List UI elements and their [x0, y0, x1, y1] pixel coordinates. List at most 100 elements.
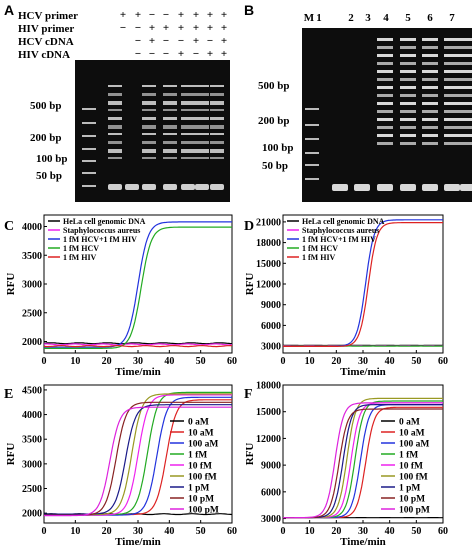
- gel-b-lane-label: 4: [383, 12, 389, 24]
- gel-band: [460, 62, 474, 65]
- x-tick-label: 10: [70, 526, 80, 537]
- gel-b-bp-label: 50 bp: [262, 160, 288, 172]
- gel-band: [181, 125, 195, 129]
- gel-band: [142, 157, 156, 159]
- ladder-band: [82, 135, 96, 137]
- gel-band: [444, 46, 460, 49]
- gel-band: [460, 118, 474, 121]
- x-tick-label: 10: [305, 356, 315, 367]
- series-line: [44, 226, 232, 349]
- gel-band: [108, 157, 122, 159]
- gel-a-sign: −: [148, 48, 156, 60]
- gel-band: [181, 133, 195, 135]
- gel-band: [377, 126, 393, 129]
- gel-a-sign: +: [220, 48, 228, 60]
- series-line: [44, 406, 232, 517]
- gel-band: [142, 109, 156, 111]
- gel-band: [377, 118, 393, 121]
- gel-band: [195, 93, 209, 96]
- legend-label: 100 aM: [399, 440, 429, 450]
- gel-a-sign: +: [162, 22, 170, 34]
- gel-band: [210, 157, 224, 159]
- legend-label: 1 fM: [399, 451, 418, 461]
- series-line: [43, 343, 232, 346]
- gel-band: [195, 133, 209, 135]
- gel-a-sign: +: [220, 9, 228, 21]
- gel-band: [460, 102, 474, 105]
- primer-band: [181, 184, 195, 190]
- chart-f: F 0 10 20 30 40 50 60 3000 6000 9000 12000 15000 1800…: [244, 381, 448, 548]
- gel-b-lane-label: 6: [427, 12, 433, 24]
- ladder-band: [82, 148, 96, 150]
- primer-band: [400, 184, 416, 191]
- legend-label: HeLa cell genomic DNA: [63, 217, 146, 226]
- gel-a-sign: −: [192, 48, 200, 60]
- gel-band: [460, 78, 474, 81]
- legend-label: 10 aM: [188, 429, 214, 439]
- gel-b-bp-label: 200 bp: [258, 115, 290, 127]
- gel-band: [181, 101, 195, 105]
- gel-band: [444, 78, 460, 81]
- legend-label: 1 pM: [188, 484, 209, 494]
- y-axis-label: RFU: [5, 273, 17, 296]
- x-tick-label: 50: [411, 356, 421, 367]
- gel-band: [400, 86, 416, 89]
- gel-b-lane-label: 5: [405, 12, 411, 24]
- gel-band: [377, 94, 393, 97]
- y-tick-label: 2500: [22, 484, 42, 495]
- gel-band: [400, 54, 416, 57]
- legend-label: 1 pM: [399, 484, 420, 494]
- primer-band: [163, 184, 177, 190]
- ladder-band: [305, 164, 319, 166]
- y-tick-label: 3500: [22, 251, 42, 262]
- gel-band: [181, 109, 195, 111]
- gel-band: [142, 85, 156, 87]
- y-tick-label: 3000: [261, 514, 281, 525]
- gel-band: [108, 101, 122, 105]
- primer-band: [422, 184, 438, 191]
- primer-band: [108, 184, 122, 190]
- gel-a-sign: −: [162, 48, 170, 60]
- gel-b-lane-label: 2: [348, 12, 354, 24]
- x-tick-label: 40: [385, 526, 395, 537]
- x-tick-label: 60: [438, 356, 448, 367]
- gel-band: [460, 142, 474, 145]
- gel-band: [181, 157, 195, 159]
- x-tick-label: 20: [331, 356, 341, 367]
- y-tick-label: 2500: [22, 308, 42, 319]
- gel-a-row-label: HIV cDNA: [18, 49, 71, 61]
- gel-band: [444, 142, 460, 145]
- x-tick-label: 20: [331, 526, 341, 537]
- gel-band: [400, 38, 416, 41]
- gel-band: [108, 93, 122, 96]
- gel-band: [163, 133, 177, 135]
- gel-a-row-label: HIV primer: [18, 23, 75, 35]
- x-tick-label: 0: [42, 526, 47, 537]
- gel-a-sign: +: [177, 22, 185, 34]
- gel-band: [181, 141, 195, 144]
- gel-band: [460, 134, 474, 137]
- gel-band: [195, 117, 209, 120]
- gel-band: [400, 62, 416, 65]
- ladder-band: [305, 138, 319, 140]
- x-tick-label: 60: [227, 526, 237, 537]
- gel-band: [444, 102, 460, 105]
- gel-band: [460, 54, 474, 57]
- gel-band: [460, 70, 474, 73]
- gel-band: [195, 101, 209, 105]
- legend-label: 1 fM HIV: [302, 253, 336, 262]
- gel-a-row-label: HCV cDNA: [18, 36, 74, 48]
- y-tick-label: 12000: [256, 280, 281, 291]
- y-tick-label: 4500: [22, 385, 42, 396]
- x-tick-label: 40: [164, 526, 174, 537]
- gel-band: [181, 93, 195, 96]
- gel-b-lane-label: 3: [365, 12, 371, 24]
- gel-a-sign: −: [134, 22, 142, 34]
- y-tick-label: 9000: [261, 300, 281, 311]
- gel-band: [377, 70, 393, 73]
- x-tick-label: 0: [281, 526, 286, 537]
- gel-b-image: [302, 28, 474, 202]
- gel-band: [377, 142, 393, 145]
- gel-band: [422, 142, 438, 145]
- gel-a-sign: −: [162, 9, 170, 21]
